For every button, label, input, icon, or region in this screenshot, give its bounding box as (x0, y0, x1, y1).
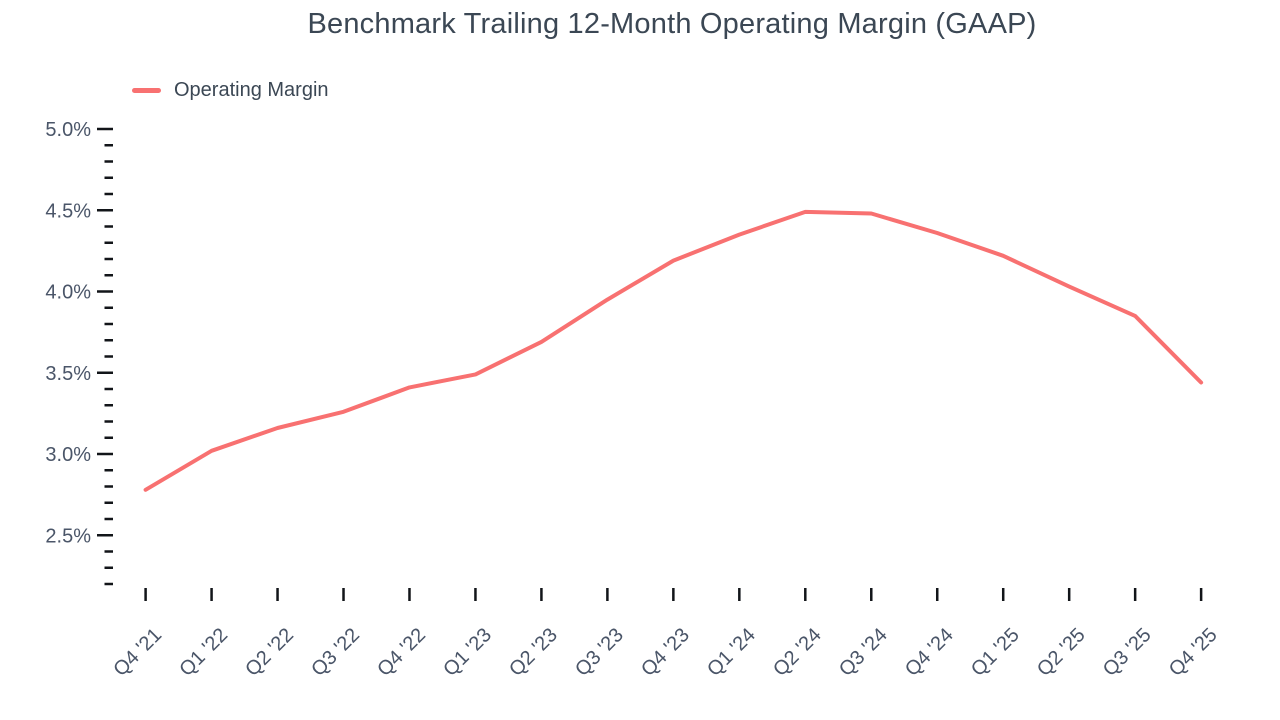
y-axis-minor-tick (104, 144, 113, 147)
x-axis-tick (1199, 588, 1203, 601)
x-axis-tick (804, 588, 807, 601)
x-axis-tick-label: Q1 '25 (967, 624, 1024, 681)
x-axis-tick (474, 588, 477, 601)
x-axis-tick-label: Q3 '22 (307, 624, 364, 681)
y-axis-major-tick (97, 534, 113, 537)
x-axis-tick-label: Q4 '24 (901, 624, 958, 681)
chart-title: Benchmark Trailing 12-Month Operating Ma… (307, 8, 1037, 40)
x-axis-tick-label: Q2 '23 (505, 624, 562, 681)
x-axis-tick-label: Q1 '22 (175, 624, 232, 681)
y-axis-major-tick (97, 371, 113, 374)
y-axis-minor-tick (104, 436, 113, 439)
y-axis-tick-label: 4.5% (45, 200, 91, 222)
x-axis-tick-label: Q4 '23 (637, 624, 694, 681)
x-axis-tick-label: Q1 '23 (439, 624, 496, 681)
x-axis-tick (342, 588, 345, 601)
y-axis-minor-tick (104, 517, 113, 521)
x-axis-tick (672, 588, 675, 601)
y-axis-minor-tick (104, 322, 113, 326)
y-axis-tick-label: 3.0% (45, 444, 91, 466)
x-axis-tick (210, 588, 213, 601)
y-axis-minor-tick (104, 306, 113, 309)
y-axis-tick-label: 3.5% (45, 363, 91, 385)
x-axis-tick (1067, 588, 1071, 601)
x-axis-tick-label: Q3 '24 (835, 624, 892, 681)
legend-label: Operating Margin (174, 79, 329, 101)
x-axis-tick-label: Q3 '23 (571, 624, 628, 681)
x-axis-tick (870, 588, 873, 601)
y-axis-minor-tick (104, 566, 113, 569)
y-axis-minor-tick (104, 225, 113, 228)
x-axis-tick-label: Q2 '22 (241, 624, 298, 681)
y-axis-minor-tick (104, 339, 113, 342)
y-axis-tick-label: 2.5% (45, 525, 91, 547)
y-axis-minor-tick (104, 176, 113, 179)
x-axis-tick (144, 588, 147, 601)
x-axis-tick-label: Q2 '25 (1033, 624, 1090, 681)
legend: Operating Margin (132, 79, 329, 102)
y-axis-tick-label: 5.0% (45, 119, 91, 141)
y-axis-minor-tick (104, 485, 113, 488)
y-axis-minor-tick (104, 469, 113, 472)
y-axis-minor-tick (104, 550, 113, 553)
x-axis-tick (1001, 588, 1005, 601)
x-axis-tick-label: Q4 '25 (1165, 624, 1222, 681)
y-axis-minor-tick (104, 582, 113, 586)
y-axis-minor-tick (104, 257, 113, 261)
y-axis-minor-tick (104, 160, 113, 163)
operating-margin-line (143, 209, 1204, 492)
y-axis-minor-tick (104, 387, 113, 391)
x-axis-tick (540, 588, 543, 601)
x-axis-tick (606, 588, 609, 601)
x-axis-tick-label: Q2 '24 (769, 624, 826, 681)
x-axis-tick (276, 588, 279, 601)
x-axis-tick-label: Q4 '21 (109, 624, 166, 681)
x-axis-tick (408, 588, 411, 601)
y-axis-minor-tick (104, 241, 113, 244)
y-axis-minor-tick (104, 355, 113, 358)
y-axis-minor-tick (104, 501, 113, 504)
x-axis-tick (738, 588, 741, 601)
y-axis-major-tick (97, 127, 113, 131)
y-axis-minor-tick (104, 420, 113, 423)
y-axis-minor-tick (104, 274, 113, 277)
y-axis-major-tick (97, 209, 113, 212)
x-axis-tick (1133, 588, 1137, 601)
x-axis-tick (935, 588, 939, 601)
x-axis-tick-label: Q1 '24 (703, 624, 760, 681)
legend-line-swatch (132, 88, 161, 93)
x-axis-tick-label: Q3 '25 (1099, 624, 1156, 681)
y-axis-major-tick (97, 452, 113, 456)
y-axis-minor-tick (104, 404, 113, 407)
x-axis-tick-label: Q4 '22 (373, 624, 430, 681)
y-axis-tick-label: 4.0% (45, 282, 91, 304)
y-axis-major-tick (97, 290, 113, 293)
y-axis-minor-tick (104, 192, 113, 196)
